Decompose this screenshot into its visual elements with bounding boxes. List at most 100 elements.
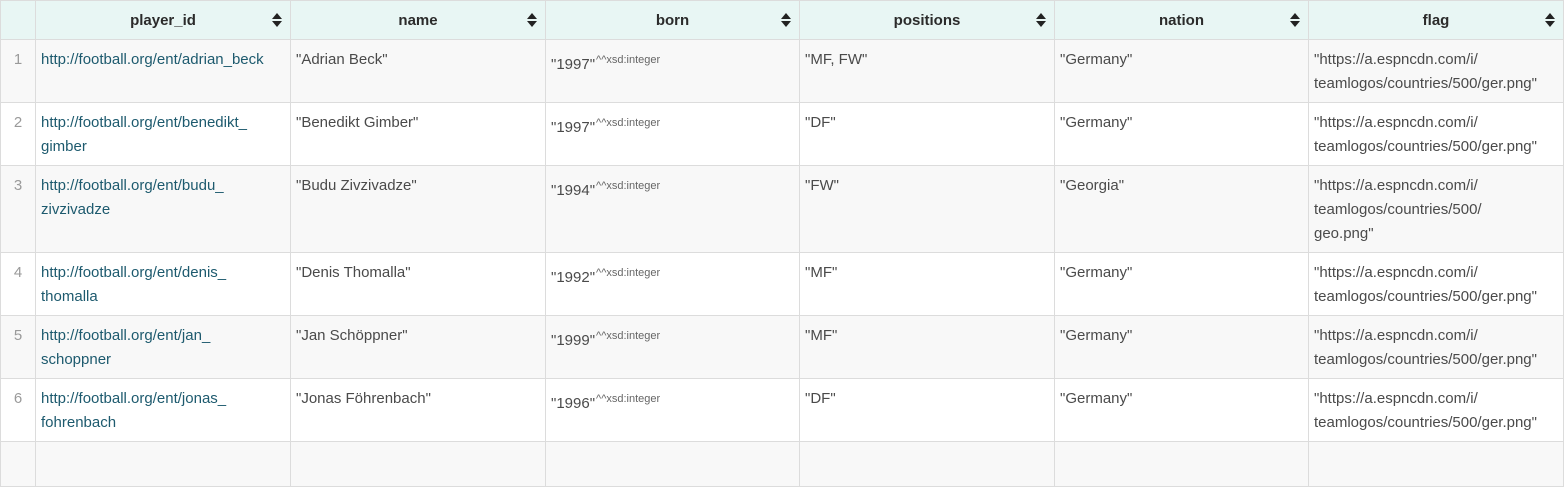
cell-player-id: http://football.org/ent/jonas_ fohrenbach <box>35 378 291 442</box>
cell-player-id: http://football.org/ent/budu_ zivzivadze <box>35 165 291 253</box>
player-uri-link[interactable]: http://football.org/ent/adrian_beck <box>41 51 264 68</box>
uri-segment: schoppner <box>41 351 112 368</box>
cell-nation: "Georgia" <box>1054 165 1309 253</box>
table-body: 1 http://football.org/ent/adrian_beck "Adr… <box>0 39 1564 487</box>
column-header-label: born <box>655 11 690 29</box>
empty-cell <box>1308 441 1564 487</box>
row-number: 1 <box>0 39 36 103</box>
cell-nation: "Germany" <box>1054 102 1309 166</box>
cell-name: "Jonas Föhrenbach" <box>290 378 546 442</box>
column-header-positions[interactable]: positions <box>799 0 1055 40</box>
row-number: 6 <box>0 378 36 442</box>
column-header-name[interactable]: name <box>290 0 546 40</box>
cell-born: "1992"^^xsd:integer <box>545 252 800 316</box>
uri-segment: zivzivadze <box>41 201 111 218</box>
row-number: 5 <box>0 315 36 379</box>
uri-segment: gimber <box>41 138 87 155</box>
player-uri-link[interactable]: http://football.org/ent/jonas_ fohrenbach <box>41 390 226 431</box>
header-row: player_id name born positions nation fla… <box>0 0 1564 40</box>
uri-segment: http://football.org/ent/denis_ <box>41 264 227 281</box>
column-header-label: name <box>398 11 438 29</box>
player-uri-link[interactable]: http://football.org/ent/benedikt_gimber <box>41 114 247 155</box>
column-header-player-id[interactable]: player_id <box>35 0 291 40</box>
uri-segment: fohrenbach <box>41 414 117 431</box>
cell-name: "Benedikt Gimber" <box>290 102 546 166</box>
born-value: "1996" <box>551 395 596 412</box>
cell-flag: "https://a.espncdn.com/i/teamlogos/count… <box>1308 39 1564 103</box>
cell-nation: "Germany" <box>1054 315 1309 379</box>
flag-segment: "https://a.espncdn.com/i/ <box>1314 51 1478 68</box>
sort-icon[interactable] <box>272 12 282 28</box>
datatype-suffix: ^^xsd:integer <box>596 54 661 66</box>
flag-segment: teamlogos/countries/500/ger.png" <box>1314 75 1537 92</box>
player-uri-link[interactable]: http://football.org/ent/budu_ zivzivadze <box>41 177 224 218</box>
cell-player-id: http://football.org/ent/denis_ thomalla <box>35 252 291 316</box>
born-value: "1997" <box>551 119 596 136</box>
table-row: 6 http://football.org/ent/jonas_ fohrenbac… <box>0 378 1564 442</box>
cell-nation: "Germany" <box>1054 378 1309 442</box>
flag-segment: geo.png" <box>1314 225 1374 242</box>
cell-flag: "https://a.espncdn.com/i/teamlogos/count… <box>1308 165 1564 253</box>
flag-segment: "https://a.espncdn.com/i/ <box>1314 177 1478 194</box>
column-header-label: player_id <box>130 11 196 29</box>
table-row: 5 http://football.org/ent/jan_ schoppner "J… <box>0 315 1564 379</box>
row-number: 2 <box>0 102 36 166</box>
empty-cell <box>0 441 36 487</box>
cell-born: "1997"^^xsd:integer <box>545 39 800 103</box>
cell-positions: "MF" <box>799 315 1055 379</box>
flag-segment: teamlogos/countries/500/ger.png" <box>1314 414 1537 431</box>
column-header-label: flag <box>1422 11 1450 29</box>
column-header-label: nation <box>1159 11 1204 29</box>
datatype-suffix: ^^xsd:integer <box>596 267 661 279</box>
flag-segment: teamlogos/countries/500/ger.png" <box>1314 288 1537 305</box>
flag-segment: "https://a.espncdn.com/i/ <box>1314 390 1478 407</box>
empty-cell <box>799 441 1055 487</box>
table-row: 2 http://football.org/ent/benedikt_ gimber… <box>0 102 1564 166</box>
sort-icon[interactable] <box>1036 12 1046 28</box>
column-header-born[interactable]: born <box>545 0 800 40</box>
column-header-flag[interactable]: flag <box>1308 0 1564 40</box>
datatype-suffix: ^^xsd:integer <box>596 180 661 192</box>
cell-flag: "https://a.espncdn.com/i/teamlogos/count… <box>1308 252 1564 316</box>
cell-positions: "MF, FW" <box>799 39 1055 103</box>
table-row: 3 http://football.org/ent/budu_ zivzivadze… <box>0 165 1564 253</box>
cell-nation: "Germany" <box>1054 39 1309 103</box>
cell-born: "1996"^^xsd:integer <box>545 378 800 442</box>
player-uri-link[interactable]: http://football.org/ent/denis_ thomalla <box>41 264 226 305</box>
table-row: 4 http://football.org/ent/denis_ thomalla "… <box>0 252 1564 316</box>
flag-segment: teamlogos/countries/500/ger.png" <box>1314 351 1537 368</box>
player-uri-link[interactable]: http://football.org/ent/jan_ schoppner <box>41 327 210 368</box>
cell-name: "Jan Schöppner" <box>290 315 546 379</box>
datatype-suffix: ^^xsd:integer <box>596 117 661 129</box>
flag-segment: teamlogos/countries/500/ger.png" <box>1314 138 1537 155</box>
cell-positions: "FW" <box>799 165 1055 253</box>
cell-flag: "https://a.espncdn.com/i/teamlogos/count… <box>1308 378 1564 442</box>
sort-icon[interactable] <box>527 12 537 28</box>
cell-positions: "DF" <box>799 378 1055 442</box>
cell-player-id: http://football.org/ent/benedikt_gimber <box>35 102 291 166</box>
sort-icon[interactable] <box>1545 12 1555 28</box>
empty-cell <box>1054 441 1309 487</box>
row-number: 4 <box>0 252 36 316</box>
cell-player-id: http://football.org/ent/jan_ schoppner <box>35 315 291 379</box>
born-value: "1994" <box>551 182 596 199</box>
cell-name: "Denis Thomalla" <box>290 252 546 316</box>
uri-segment: http://football.org/ent/jonas_ <box>41 390 227 407</box>
cell-player-id: http://football.org/ent/adrian_beck <box>35 39 291 103</box>
table-row-partial <box>0 441 1564 487</box>
cell-name: "Adrian Beck" <box>290 39 546 103</box>
empty-cell <box>545 441 800 487</box>
born-value: "1999" <box>551 332 596 349</box>
datatype-suffix: ^^xsd:integer <box>596 330 661 342</box>
cell-flag: "https://a.espncdn.com/i/teamlogos/count… <box>1308 102 1564 166</box>
uri-segment: http://football.org/ent/benedikt_ <box>41 114 247 131</box>
cell-nation: "Germany" <box>1054 252 1309 316</box>
cell-positions: "MF" <box>799 252 1055 316</box>
sort-icon[interactable] <box>1290 12 1300 28</box>
datatype-suffix: ^^xsd:integer <box>596 393 661 405</box>
column-header-nation[interactable]: nation <box>1054 0 1309 40</box>
uri-segment: thomalla <box>41 288 98 305</box>
table-row: 1 http://football.org/ent/adrian_beck "Adr… <box>0 39 1564 103</box>
sort-icon[interactable] <box>781 12 791 28</box>
